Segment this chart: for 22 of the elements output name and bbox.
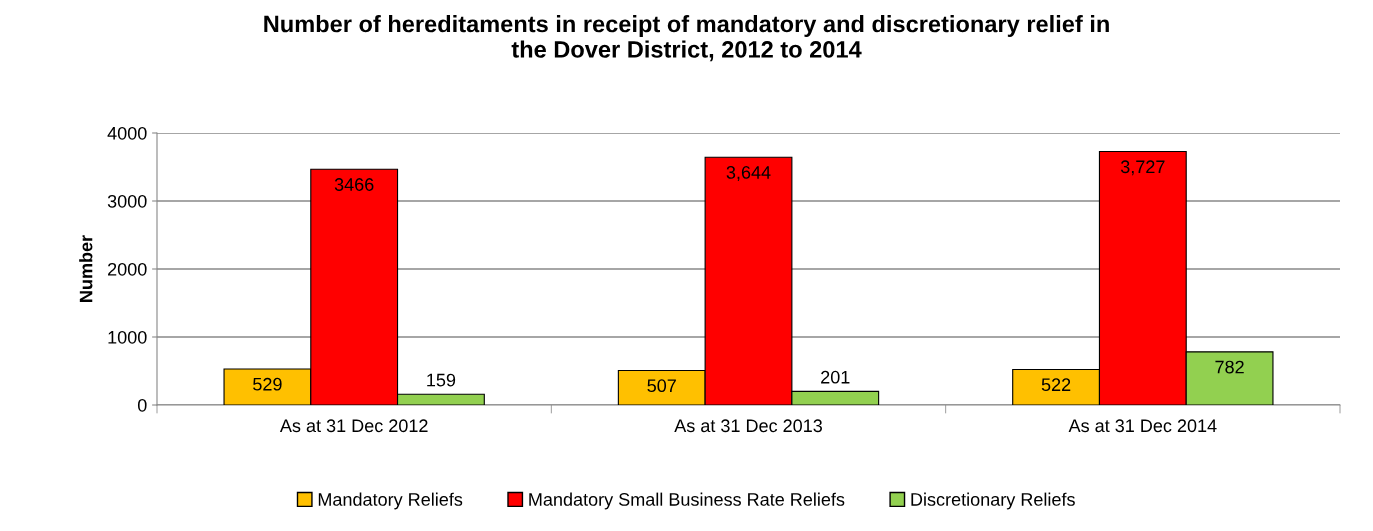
data-label: 159 [427,373,456,387]
chart-title: Number of hereditaments in receipt of mandatory and discretionary relief in the Dover District, 2012 to 2014 [264,15,1109,62]
x-tick-label: As at 31 Dec 2012 [279,419,428,433]
y-tick-label: 2000 [108,262,147,276]
legend-label: Mandatory Reliefs [318,492,463,510]
y-tick-label: 3000 [107,194,147,208]
data-label: 3,727 [1120,160,1165,176]
y-tick-label: 0 [137,398,147,412]
data-label: 782 [1215,360,1244,374]
y-axis-title: Number [79,235,93,302]
legend-label: Mandatory Small Business Rate Reliefs [529,492,845,510]
legend-label: Discretionary Reliefs [911,492,1075,510]
data-label: 529 [253,377,282,391]
data-label: 201 [821,370,850,384]
x-tick-label: As at 31 Dec 2014 [1068,419,1217,433]
y-tick-label: 4000 [107,126,147,140]
data-label: 507 [647,379,676,393]
data-label: 3466 [334,178,374,191]
data-label: 3,644 [726,166,771,181]
y-tick-label: 1000 [108,330,147,344]
data-label: 522 [1041,378,1071,392]
x-tick-label: As at 31 Dec 2013 [674,419,822,433]
